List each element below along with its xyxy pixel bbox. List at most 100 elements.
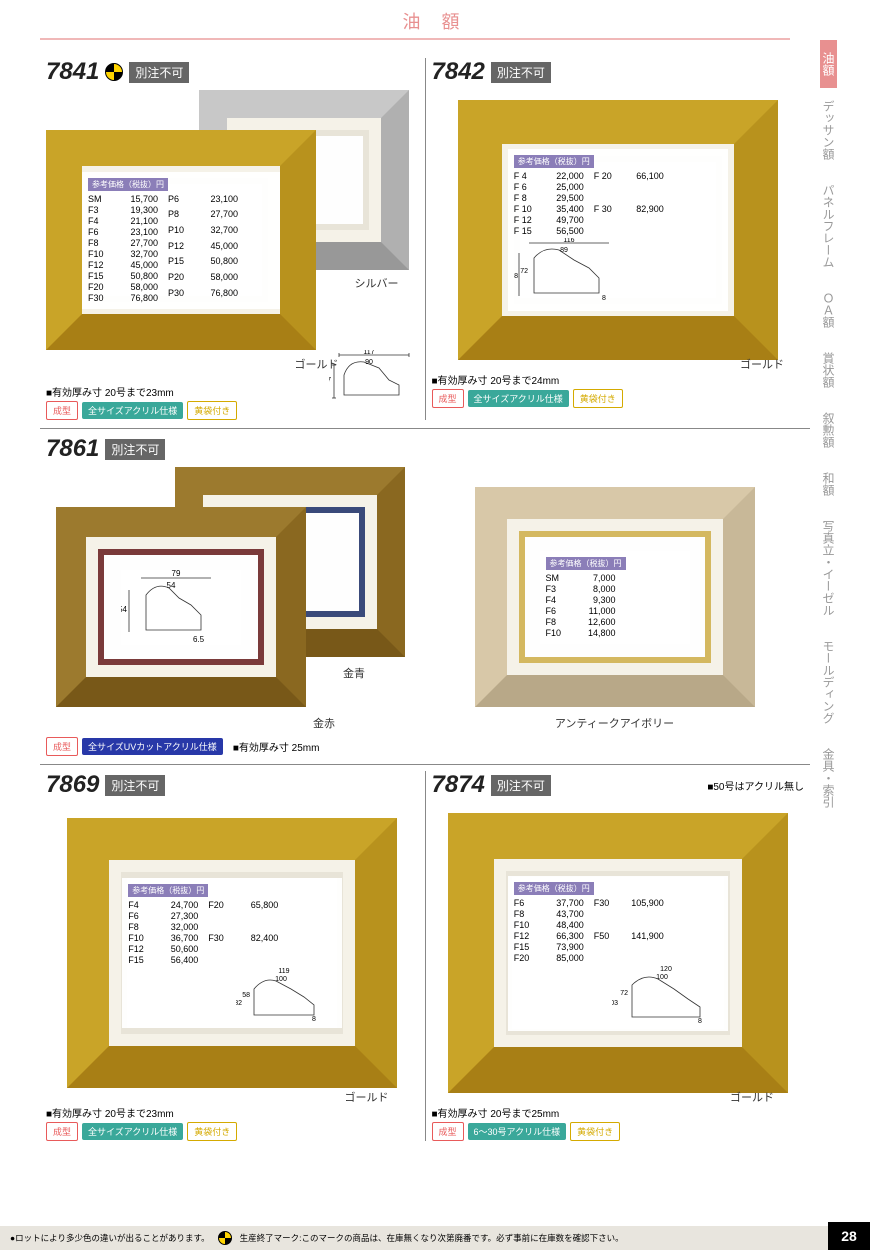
product-number: 7861 — [46, 435, 99, 463]
thickness-spec: ■有効厚み寸 25mm — [233, 739, 320, 754]
price-size: F 10 — [514, 204, 538, 214]
price-value: 32,700 — [118, 249, 158, 259]
price-value: 36,700 — [158, 933, 198, 943]
price-value: 32,000 — [158, 922, 198, 932]
color-label: 金青 — [343, 665, 365, 681]
profile-diagram: 119 100 58 82 8 — [236, 967, 336, 1022]
catalog-page: 油 額 油額デッサン額パネルフレームＯＡ額賞状額叙勲額和額写真立・イーゼルモール… — [0, 0, 870, 1250]
price-size: F6 — [514, 898, 538, 908]
price-value: 14,800 — [576, 628, 616, 638]
product-7861: 7861 別注不可 79 — [40, 435, 810, 756]
sidebar-tab[interactable]: 金具・索引 — [820, 736, 837, 820]
svg-text:120: 120 — [660, 966, 672, 973]
price-table: 参考価格（税抜）円 F637,700F843,700F1048,400F1266… — [508, 876, 728, 1031]
bag-badge: 黄袋付き — [570, 1122, 620, 1141]
price-size: F15 — [88, 271, 112, 281]
sidebar-tab[interactable]: 和額 — [820, 460, 837, 508]
price-value: 76,800 — [118, 293, 158, 303]
frame-gold: 参考価格（税抜）円 SM15,700F319,300F421,100F623,1… — [46, 130, 316, 350]
color-label: アンティークアイボリー — [555, 715, 674, 731]
frame-images: 79 54 54 6.5 金青 金赤 — [46, 467, 425, 727]
price-size: P20 — [168, 272, 192, 287]
thickness-spec: ■有効厚み寸 20号まで25mm — [432, 1105, 805, 1120]
color-label: ゴールド — [345, 1089, 389, 1105]
svg-text:72: 72 — [620, 990, 628, 997]
price-value: 48,400 — [544, 920, 584, 930]
svg-text:82: 82 — [236, 1000, 242, 1007]
sidebar-tab[interactable]: パネルフレーム — [820, 172, 837, 280]
price-caption: 参考価格（税抜）円 — [546, 557, 626, 570]
no-custom-badge: 別注不可 — [105, 439, 165, 460]
thickness-spec: ■有効厚み寸 20号まで24mm — [432, 372, 805, 387]
sidebar-tab[interactable]: 賞状額 — [820, 340, 837, 400]
price-size: P12 — [168, 241, 192, 256]
price-caption: 参考価格（税抜）円 — [88, 178, 168, 191]
price-value: 141,900 — [624, 931, 664, 963]
price-size: F20 — [88, 282, 112, 292]
acrylic-badge: 全サイズアクリル仕様 — [82, 402, 183, 419]
price-size: F8 — [88, 238, 112, 248]
page-footer: ●ロットにより多少色の違いが出ることがあります。 生産終了マーク:このマークの商… — [0, 1226, 870, 1250]
price-size: SM — [88, 194, 112, 204]
bag-badge: 黄袋付き — [573, 389, 623, 408]
product-number: 7869 — [46, 771, 99, 799]
sidebar-tab[interactable]: モールディング — [820, 628, 837, 736]
price-value: 49,700 — [544, 215, 584, 225]
price-value: 82,900 — [624, 204, 664, 236]
product-header: 7869 別注不可 — [46, 771, 419, 799]
price-value: 56,500 — [544, 226, 584, 236]
product-header: 7842 別注不可 — [432, 58, 805, 86]
product-number: 7874 — [432, 771, 485, 799]
sidebar-tab[interactable]: 写真立・イーゼル — [820, 508, 837, 628]
price-value: 22,000 — [544, 171, 584, 181]
sidebar-tab[interactable]: ＯＡ額 — [820, 280, 837, 340]
price-value: 29,500 — [544, 193, 584, 203]
price-value: 23,100 — [198, 194, 238, 209]
price-value: 12,600 — [576, 617, 616, 627]
badges: 成型 全サイズUVカットアクリル仕様 ■有効厚み寸 25mm — [46, 737, 804, 756]
price-size: P8 — [168, 209, 192, 224]
price-value: 45,000 — [198, 241, 238, 256]
price-size: F12 — [88, 260, 112, 270]
product-header: 7861 別注不可 — [46, 435, 804, 463]
price-value: 23,100 — [118, 227, 158, 237]
mold-badge: 成型 — [46, 737, 78, 756]
mold-badge: 成型 — [432, 389, 464, 408]
product-row: 7861 別注不可 79 — [40, 428, 810, 756]
price-value: 35,400 — [544, 204, 584, 214]
price-value: 27,300 — [158, 911, 198, 921]
frame-ivory: 参考価格（税抜）円 SM7,000F38,000F49,300F611,000F… — [475, 487, 755, 707]
content: 7841 別注不可 参考価格（税抜）円 SM15,700F319,300F421… — [0, 44, 870, 1189]
price-value: 45,000 — [118, 260, 158, 270]
price-size: F6 — [88, 227, 112, 237]
extra-note: ■50号はアクリル無し — [707, 778, 804, 793]
svg-text:90: 90 — [365, 359, 373, 366]
badges: 成型 全サイズアクリル仕様 黄袋付き — [432, 389, 805, 408]
profile-diagram: 117 90 57 — [329, 350, 419, 410]
svg-text:79: 79 — [172, 570, 181, 578]
frame-gold: 参考価格（税抜）円 F637,700F843,700F1048,400F1266… — [448, 813, 788, 1093]
frame-red: 79 54 54 6.5 — [56, 507, 306, 707]
price-size: F50 — [594, 931, 618, 963]
frame-gold: 参考価格（税抜）円 F 422,000F 625,000F 829,500F 1… — [458, 100, 778, 360]
sidebar-tab[interactable]: 油額 — [820, 40, 837, 88]
price-value: 11,000 — [576, 606, 616, 616]
svg-text:54: 54 — [167, 581, 176, 590]
frame-images: 参考価格（税抜）円 SM7,000F38,000F49,300F611,000F… — [425, 467, 804, 727]
price-size: F8 — [128, 922, 152, 932]
price-value: 32,700 — [198, 225, 238, 240]
price-value: 27,700 — [198, 209, 238, 224]
svg-text:103: 103 — [612, 1000, 618, 1007]
price-size: F 6 — [514, 182, 538, 192]
sidebar-tab[interactable]: 叙勲額 — [820, 400, 837, 460]
thickness-spec: ■有効厚み寸 20号まで23mm — [46, 1105, 419, 1120]
no-custom-badge: 別注不可 — [105, 775, 165, 796]
price-size: F3 — [88, 205, 112, 215]
price-size: F15 — [128, 955, 152, 965]
page-title: 油 額 — [0, 8, 870, 34]
sidebar-tab[interactable]: デッサン額 — [820, 88, 837, 172]
product-row: 7841 別注不可 参考価格（税抜）円 SM15,700F319,300F421… — [40, 52, 810, 420]
price-value: 66,300 — [544, 931, 584, 941]
price-size: P6 — [168, 194, 192, 209]
price-size: F10 — [88, 249, 112, 259]
